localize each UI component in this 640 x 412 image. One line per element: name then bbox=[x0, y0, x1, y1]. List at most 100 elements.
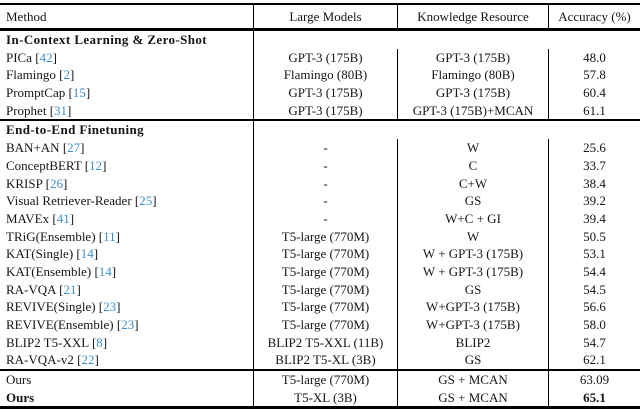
accuracy-cell: 63.09 bbox=[548, 371, 640, 389]
knowledge-cell: W+GPT-3 (175B) bbox=[397, 316, 548, 334]
table-body: In-Context Learning & Zero-Shot PICa [42]… bbox=[0, 31, 640, 407]
large-model-cell: BLIP2 T5-XXL (11B) bbox=[253, 333, 397, 352]
section-title: In-Context Learning & Zero-Shot bbox=[6, 32, 208, 47]
header-knowledge-resource: Knowledge Resource bbox=[397, 5, 548, 28]
table-row: Flamingo [2] Flamingo (80B) Flamingo (80B)… bbox=[0, 66, 640, 85]
table-row: Visual Retriever-Reader [25] - GS 39.2 bbox=[0, 192, 640, 210]
accuracy-cell: 56.6 bbox=[548, 298, 640, 316]
citation-link[interactable]: 23 bbox=[103, 299, 117, 315]
citation-link[interactable]: 12 bbox=[89, 157, 103, 173]
large-model-cell: BLIP2 T5-XL (3B) bbox=[253, 351, 397, 370]
accuracy-cell: 38.4 bbox=[548, 174, 640, 193]
large-model-cell: GPT-3 (175B) bbox=[253, 48, 397, 67]
large-model-cell: Flamingo (80B) bbox=[253, 66, 397, 85]
method-cell: Ours bbox=[0, 371, 253, 389]
method-cell: KAT(Single) [14] bbox=[6, 246, 99, 262]
citation-link[interactable]: 23 bbox=[121, 317, 135, 332]
header-bottom-rule bbox=[0, 28, 640, 31]
citation-link[interactable]: 25 bbox=[139, 193, 153, 209]
citation-link[interactable]: 31 bbox=[54, 102, 68, 118]
knowledge-cell: GS + MCAN bbox=[397, 371, 548, 389]
method-cell: PICa [42] bbox=[6, 49, 57, 65]
knowledge-cell: Flamingo (80B) bbox=[397, 66, 548, 85]
citation-link[interactable]: 27 bbox=[67, 140, 81, 156]
table-row: PICa [42] GPT-3 (175B) GPT-3 (175B) 48.0 bbox=[0, 48, 640, 67]
citation-link[interactable]: 15 bbox=[72, 85, 86, 101]
citation-link[interactable]: 26 bbox=[49, 175, 63, 191]
method-name: Prophet bbox=[6, 102, 47, 118]
table-row: KRISP [26] - C+W 38.4 bbox=[0, 174, 640, 193]
citation-link[interactable]: 14 bbox=[80, 246, 94, 262]
accuracy-cell: 25.6 bbox=[548, 139, 640, 157]
method-name: Visual Retriever-Reader bbox=[6, 193, 132, 209]
method-cell: RA-VQA-v2 [22] bbox=[6, 352, 99, 368]
method-cell: MAVEx [41] bbox=[6, 210, 75, 226]
table-row: BLIP2 T5-XXL [8] BLIP2 T5-XXL (11B) BLIP2 5… bbox=[0, 333, 640, 352]
accuracy-cell: 53.1 bbox=[548, 245, 640, 263]
table-bottom-rule bbox=[0, 406, 640, 410]
method-name: REVIVE(Ensemble) bbox=[6, 317, 114, 332]
section-header-row: In-Context Learning & Zero-Shot bbox=[0, 31, 640, 49]
table-row: Ours T5-XL (3B) GS + MCAN 65.1 bbox=[0, 388, 640, 407]
method-cell: KAT(Ensemble) [14] bbox=[6, 263, 117, 279]
citation-link[interactable]: 14 bbox=[98, 263, 112, 279]
header-accuracy: Accuracy (%) bbox=[548, 5, 640, 28]
method-name: BAN+AN bbox=[6, 140, 60, 156]
large-model-cell: T5-large (770M) bbox=[253, 316, 397, 334]
citation-link[interactable]: 11 bbox=[103, 228, 116, 244]
knowledge-cell: GS bbox=[397, 192, 548, 210]
table-header-row: Method Large Models Knowledge Resource A… bbox=[0, 5, 640, 28]
knowledge-cell: C+W bbox=[397, 174, 548, 193]
method-name: ConceptBERT bbox=[6, 157, 82, 173]
citation-link[interactable]: 21 bbox=[63, 281, 77, 297]
table-top-rule bbox=[0, 3, 640, 5]
table-row: KAT(Ensemble) [14] T5-large (770M) W + GPT… bbox=[0, 262, 640, 281]
method-cell: TRiG(Ensemble) [11] bbox=[6, 228, 121, 244]
knowledge-cell: GS + MCAN bbox=[397, 388, 548, 407]
citation-link[interactable]: 42 bbox=[39, 49, 53, 65]
method-cell: PromptCap [15] bbox=[6, 85, 91, 101]
method-name: KAT(Single) bbox=[6, 246, 74, 262]
table-row: Prophet [31] GPT-3 (175B) GPT-3 (175B)+MCA… bbox=[0, 101, 640, 120]
accuracy-cell: 50.5 bbox=[548, 227, 640, 246]
section-title: End-to-End Finetuning bbox=[6, 122, 145, 138]
accuracy-cell: 54.7 bbox=[548, 333, 640, 352]
knowledge-cell: GS bbox=[397, 351, 548, 370]
table-row: BAN+AN [27] - W 25.6 bbox=[0, 139, 640, 157]
citation-link[interactable]: 22 bbox=[81, 352, 95, 368]
knowledge-cell: C bbox=[397, 156, 548, 175]
accuracy-cell: 39.4 bbox=[548, 209, 640, 228]
section-separator-rule bbox=[0, 119, 640, 122]
section-separator-rule bbox=[0, 369, 640, 372]
method-cell: BLIP2 T5-XXL [8] bbox=[6, 334, 108, 350]
header-large-models: Large Models bbox=[253, 5, 397, 28]
accuracy-cell: 61.1 bbox=[548, 101, 640, 120]
large-model-cell: T5-large (770M) bbox=[253, 280, 397, 299]
table-row: REVIVE(Ensemble) [23] T5-large (770M) W+GP… bbox=[0, 316, 640, 334]
method-cell: Ours bbox=[0, 389, 253, 407]
large-model-cell: - bbox=[253, 174, 397, 193]
method-name: Ours bbox=[6, 389, 35, 405]
header-method: Method bbox=[6, 9, 47, 24]
method-cell: ConceptBERT [12] bbox=[6, 157, 107, 173]
accuracy-cell bbox=[548, 31, 640, 49]
accuracy-cell: 54.5 bbox=[548, 280, 640, 299]
citation-link[interactable]: 8 bbox=[96, 334, 103, 350]
method-cell: RA-VQA [21] bbox=[6, 281, 81, 297]
citation-link[interactable]: 2 bbox=[63, 67, 70, 83]
method-name: PICa bbox=[6, 49, 32, 65]
citation-link[interactable]: 41 bbox=[56, 210, 70, 226]
section-header-row: End-to-End Finetuning bbox=[0, 121, 640, 140]
accuracy-cell: 39.2 bbox=[548, 192, 640, 210]
accuracy-cell: 65.1 bbox=[548, 388, 640, 407]
accuracy-cell bbox=[548, 121, 640, 139]
large-model-cell: GPT-3 (175B) bbox=[253, 84, 397, 102]
accuracy-cell: 58.0 bbox=[548, 316, 640, 334]
large-model-cell: T5-XL (3B) bbox=[253, 388, 397, 407]
knowledge-cell: GS bbox=[397, 280, 548, 299]
table-row: TRiG(Ensemble) [11] T5-large (770M) W 50.5 bbox=[0, 227, 640, 246]
method-name: KAT(Ensemble) bbox=[6, 263, 92, 279]
method-name: BLIP2 T5-XXL bbox=[6, 334, 89, 350]
method-name: PromptCap bbox=[6, 85, 66, 101]
